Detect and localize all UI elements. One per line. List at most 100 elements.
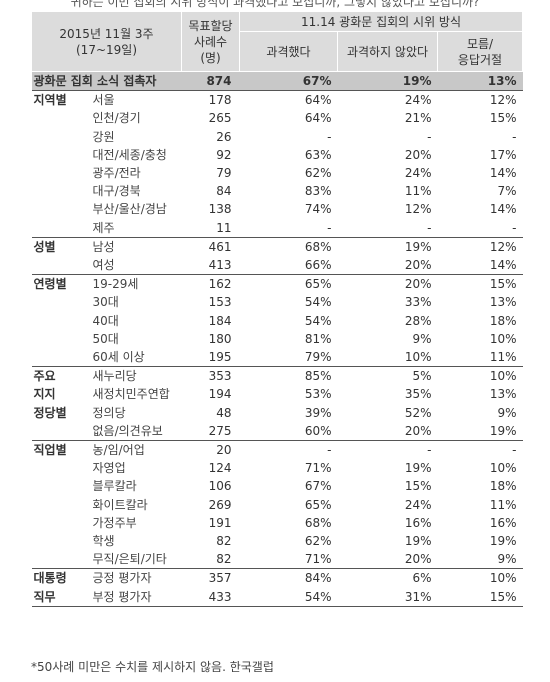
row-subgroup: 여성 <box>92 258 115 273</box>
table-row: 30대 153 54% 33% 13% <box>32 293 523 311</box>
row-dontknow-pct: 15% <box>489 111 517 126</box>
row-violent-pct: - <box>327 129 332 144</box>
table-row: 블루칼라 106 67% 15% 18% <box>32 477 523 495</box>
footnote: *50사례 미만은 수치를 제시하지 않음. 한국갤럽 <box>31 660 274 674</box>
table-row: 없음/의견유보 275 60% 20% 19% <box>32 422 523 441</box>
row-not-violent-pct: 20% <box>404 258 432 273</box>
table-row: 지역별 서울 178 64% 24% 12% <box>31 90 523 110</box>
row-sample-size: 106 <box>208 479 232 494</box>
row-subgroup: 자영업 <box>92 461 126 476</box>
row-category <box>32 164 87 182</box>
row-violent-pct: 63% <box>304 147 332 162</box>
row-not-violent-pct: 20% <box>404 423 432 438</box>
row-category: 연령별 <box>31 274 87 294</box>
row-dontknow-pct: 13% <box>437 71 523 91</box>
row-violent-pct: 68% <box>239 236 338 257</box>
row-dontknow-pct: - <box>512 220 517 235</box>
row-dontknow-pct: 19% <box>489 534 517 549</box>
row-dontknow-pct: 10% <box>489 461 517 476</box>
row-sample-size: 353 <box>181 366 240 386</box>
table-row: 무직/은퇴/기타 82 71% 20% 9% <box>32 550 523 569</box>
row-subgroup: 제주 <box>92 220 115 235</box>
row-violent-pct: 85% <box>239 366 338 386</box>
row-not-violent-pct: 19% <box>337 236 438 257</box>
row-violent-pct: 66% <box>304 258 332 273</box>
row-dontknow-pct: 9% <box>497 405 517 420</box>
col-violent-header: 과격했다 <box>239 31 339 72</box>
row-violent-pct: 39% <box>304 405 332 420</box>
row-subgroup: 블루칼라 <box>92 479 137 494</box>
row-dontknow-pct: - <box>437 440 523 460</box>
row-not-violent-pct: 20% <box>404 552 432 567</box>
row-not-violent-pct: - <box>337 440 438 460</box>
table-row: 대구/경북 84 83% 11% 7% <box>32 182 523 200</box>
row-subgroup: 농/임/어업 <box>86 440 182 460</box>
row-category: 정당별 <box>33 405 67 420</box>
table-row: 강원 26 - - - <box>32 128 523 146</box>
row-subgroup: 정의당 <box>92 405 126 420</box>
table-row: 자영업 124 71% 19% 10% <box>32 459 523 477</box>
row-dontknow-pct: 9% <box>497 552 517 567</box>
row-violent-pct: 74% <box>304 202 332 217</box>
table-row: 연령별 19-29세 162 65% 20% 15% <box>31 274 523 294</box>
row-not-violent-pct: 35% <box>404 387 432 402</box>
row-dontknow-pct: 17% <box>489 147 517 162</box>
table-row: 가정주부 191 68% 16% 16% <box>32 514 523 532</box>
table-row: 40대 184 54% 28% 18% <box>32 312 523 330</box>
row-subgroup: 화이트칼라 <box>92 497 148 512</box>
row-subgroup: 광주/전라 <box>92 166 141 181</box>
table-row: 제주 11 - - - <box>32 219 523 238</box>
row-not-violent-pct: 19% <box>337 71 438 91</box>
row-subgroup: 60세 이상 <box>92 350 145 365</box>
row-category: 광화문 집회 소식 접촉자 <box>31 71 182 91</box>
row-sample-size: 26 <box>216 129 232 144</box>
row-sample-size: 124 <box>208 461 232 476</box>
row-violent-pct: 54% <box>239 587 338 607</box>
row-sample-size: 162 <box>181 274 240 294</box>
row-dontknow-pct: 14% <box>489 166 517 181</box>
row-sample-size: 269 <box>208 497 232 512</box>
table-row: 부산/울산/경남 138 74% 12% 14% <box>32 200 523 218</box>
row-violent-pct: - <box>327 220 332 235</box>
row-dontknow-pct: 10% <box>437 366 523 386</box>
row-sample-size: 461 <box>181 236 240 257</box>
row-sample-size: 357 <box>181 568 240 588</box>
row-subgroup: 30대 <box>92 295 119 310</box>
table-row: 주요 새누리당 353 85% 5% 10% <box>31 366 523 386</box>
table-row: 60세 이상 195 79% 10% 11% <box>32 348 523 367</box>
row-dontknow-pct: 18% <box>489 313 517 328</box>
row-sample-size: 195 <box>208 350 232 365</box>
row-violent-pct: 79% <box>304 350 332 365</box>
row-category <box>32 514 87 532</box>
row-not-violent-pct: 11% <box>404 184 432 199</box>
table-row: 광주/전라 79 62% 24% 14% <box>32 164 523 182</box>
row-violent-pct: 54% <box>304 295 332 310</box>
row-category <box>32 330 87 348</box>
table-body: 광화문 집회 소식 접촉자 874 67% 19% 13% 지역별 서울 178 64% 24% 1… <box>31 71 523 607</box>
row-subgroup: 대전/세종/충청 <box>92 147 167 162</box>
row-sample-size: 874 <box>181 71 240 91</box>
row-sample-size: 275 <box>208 423 232 438</box>
row-not-violent-pct: 21% <box>404 111 432 126</box>
row-category: 지지 <box>33 387 56 402</box>
row-violent-pct: 62% <box>304 166 332 181</box>
row-violent-pct: 54% <box>304 313 332 328</box>
row-sample-size: 194 <box>208 387 232 402</box>
table-row: 학생 82 62% 19% 19% <box>32 532 523 550</box>
row-dontknow-pct: 11% <box>489 497 517 512</box>
table-row: 여성 413 66% 20% 14% <box>32 256 523 275</box>
row-sample-size: 433 <box>181 587 240 607</box>
row-dontknow-pct: - <box>512 129 517 144</box>
row-dontknow-pct: 13% <box>489 295 517 310</box>
row-subgroup: 대구/경북 <box>92 184 141 199</box>
row-violent-pct: 84% <box>239 568 338 588</box>
row-category: 지역별 <box>31 90 87 110</box>
row-subgroup: 19-29세 <box>86 274 182 294</box>
table-row: 화이트칼라 269 65% 24% 11% <box>32 496 523 514</box>
question-text: 귀하는 이번 집회의 시위 방식이 과격했다고 보십니까, 그렇지 않았다고 보… <box>70 0 480 9</box>
row-not-violent-pct: 52% <box>404 405 432 420</box>
row-subgroup: 부정 평가자 <box>86 587 182 607</box>
row-violent-pct: 81% <box>304 331 332 346</box>
row-dontknow-pct: 12% <box>437 236 523 257</box>
col-dontknow-header: 모름/ 응답거절 <box>437 31 524 72</box>
